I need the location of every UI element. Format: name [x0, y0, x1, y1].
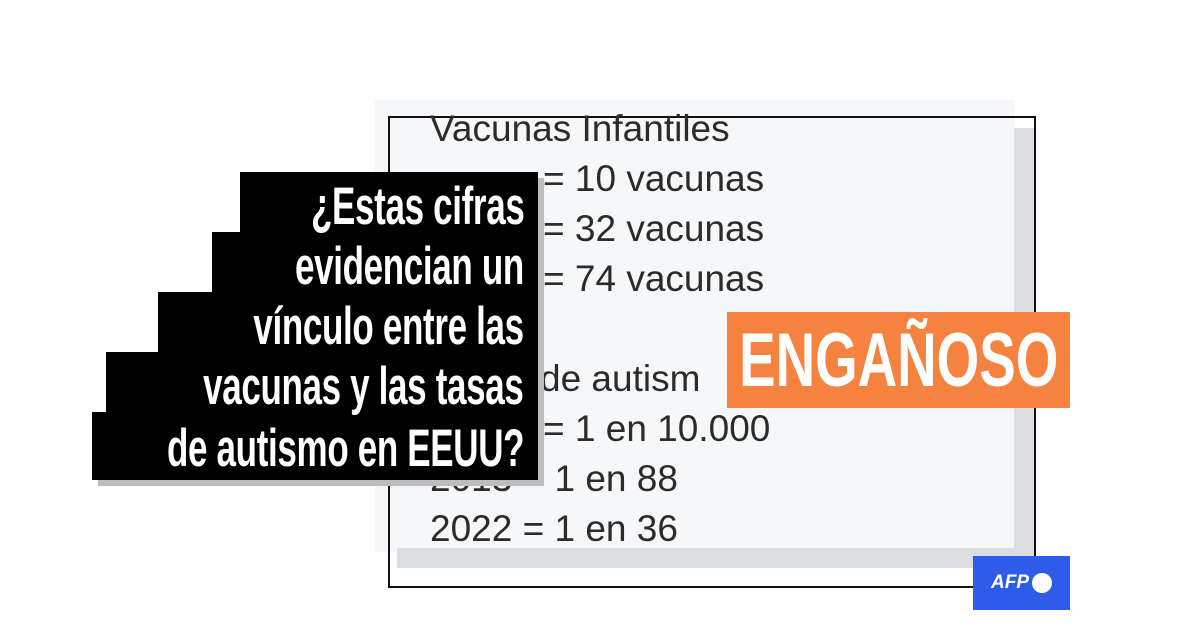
question-row-bg — [240, 172, 538, 233]
question-row-bg — [92, 412, 538, 480]
post-line: = 10 vacunas — [543, 158, 765, 199]
verdict-badge: ENGAÑOSO — [727, 312, 1070, 408]
afp-dot-icon — [1032, 573, 1052, 593]
afp-logo: AFP — [973, 556, 1070, 610]
post-title: Vacunas Infantiles — [430, 108, 730, 149]
question-row-bg — [106, 352, 538, 413]
question-line: ¿Estas cifras — [310, 177, 525, 236]
verdict-label: ENGAÑOSO — [738, 317, 1059, 403]
post-line: 2022 = 1 en 36 — [430, 508, 678, 549]
post-line: = 1 en 10.000 — [543, 408, 771, 449]
screenshot-shadow — [397, 548, 1034, 568]
question-line: vacunas y las tasas — [203, 357, 525, 416]
post-line: = 74 vacunas — [543, 258, 765, 299]
afp-logo-text: AFP — [991, 572, 1029, 593]
post-line: = 32 vacunas — [543, 208, 765, 249]
question-line: de autismo en EEUU? — [166, 419, 525, 478]
question-line: evidencian un — [295, 237, 524, 296]
question-line: vínculo entre las — [253, 297, 525, 356]
post-line: de autism — [540, 358, 701, 399]
question-row-bg — [158, 292, 538, 353]
question-row-bg — [212, 232, 538, 293]
